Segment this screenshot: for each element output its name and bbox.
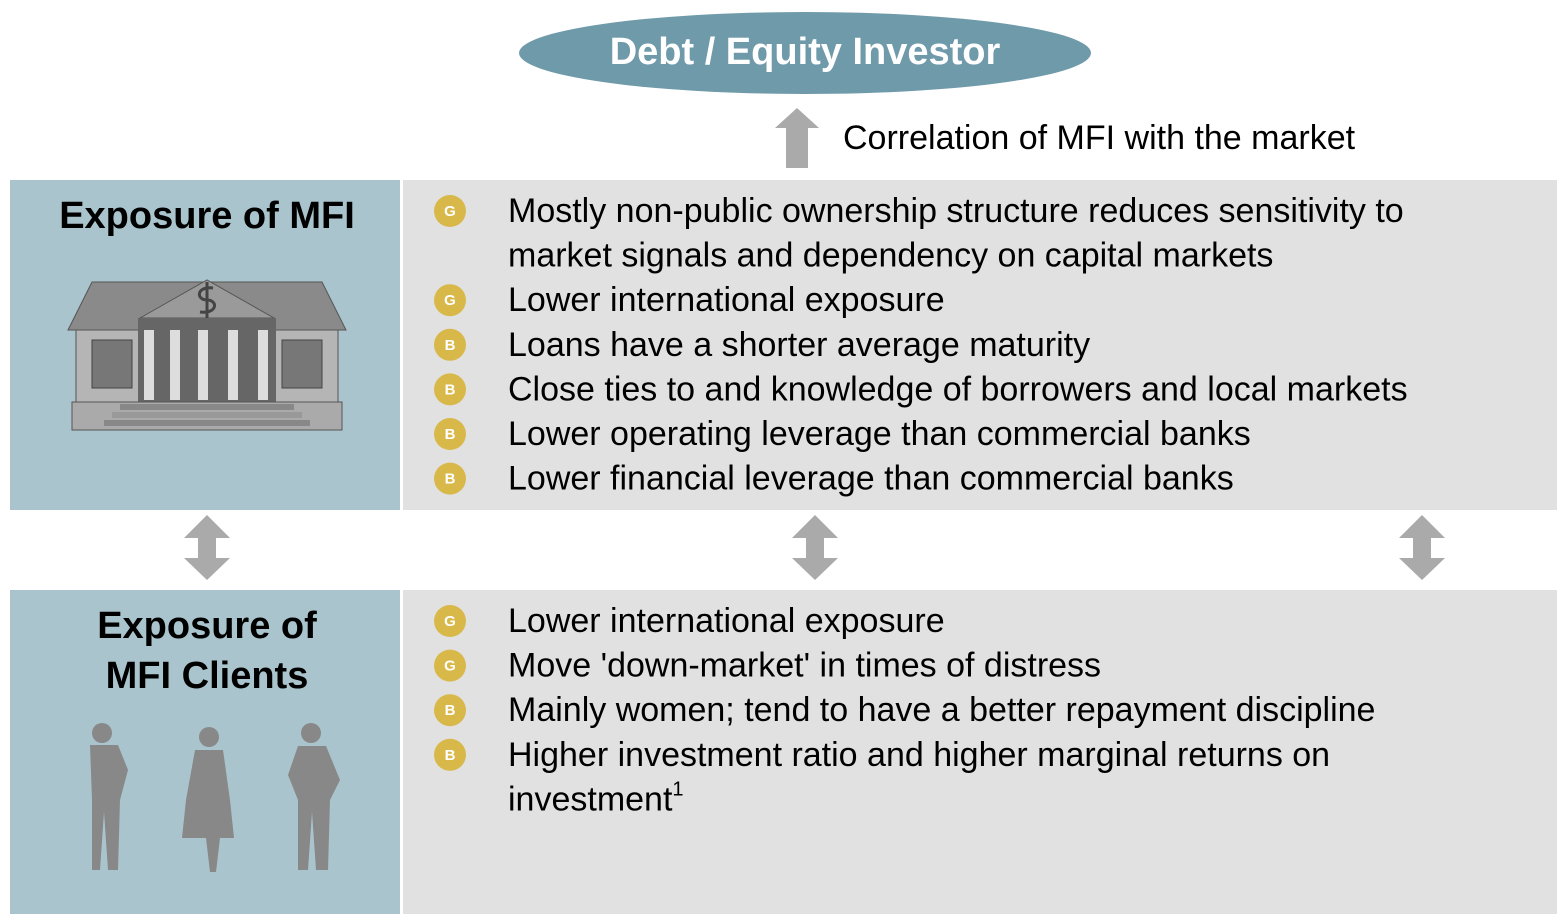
badge-letter: G (444, 613, 456, 630)
item-text: Mostly non-public ownership structure re… (508, 192, 1404, 230)
badge-letter: B (445, 471, 456, 488)
item-text: market signals and dependency on capital… (508, 237, 1273, 275)
badge-letter: B (445, 702, 456, 719)
badge-letter: B (445, 426, 456, 443)
badge-letter: B (445, 337, 456, 354)
item-text: Move 'down-market' in times of distress (508, 647, 1101, 685)
badge-circle (434, 418, 466, 450)
item-text: Mainly women; tend to have a better repa… (508, 691, 1375, 729)
badge-circle (434, 195, 466, 227)
badge-circle (434, 738, 466, 771)
badge-circle (434, 373, 466, 406)
badge-letter: G (444, 203, 456, 220)
item-text: Higher investment ratio and higher margi… (508, 736, 1330, 774)
badge-circle (434, 284, 466, 317)
badge-letter: G (444, 292, 456, 309)
item-text: investment1 (508, 779, 684, 819)
section-title: MFI Clients (106, 655, 309, 697)
section-body-box (403, 590, 1557, 914)
item-text: Lower international exposure (508, 281, 945, 319)
footnote-mark: 1 (672, 779, 683, 801)
badge-circle (434, 462, 466, 495)
investor-label: Debt / Equity Investor (610, 31, 1001, 73)
badge-letter: G (444, 658, 456, 675)
people-icon (90, 723, 340, 872)
section-body-box (403, 180, 1557, 510)
item-text: Close ties to and knowledge of borrowers… (508, 370, 1408, 408)
item-line: investment (508, 780, 673, 818)
section-title: Exposure of MFI (59, 195, 355, 237)
badge-circle (434, 328, 466, 361)
badge-circle (434, 694, 466, 727)
badge-circle (434, 649, 466, 682)
investor-ellipse (519, 12, 1091, 94)
badge-circle (434, 605, 466, 637)
badge-letter: B (445, 381, 456, 398)
item-text: Loans have a shorter average maturity (508, 326, 1090, 364)
double-arrows (184, 515, 1445, 580)
section-title: Exposure of (97, 605, 317, 647)
bank-icon (67, 279, 347, 431)
badge-letter: B (445, 747, 456, 764)
item-text: Lower international exposure (508, 602, 945, 640)
up-arrow (775, 108, 819, 168)
item-text: Lower operating leverage than commercial… (508, 415, 1251, 453)
correlation-label: Correlation of MFI with the market (843, 119, 1356, 157)
item-text: Lower financial leverage than commercial… (508, 460, 1234, 498)
